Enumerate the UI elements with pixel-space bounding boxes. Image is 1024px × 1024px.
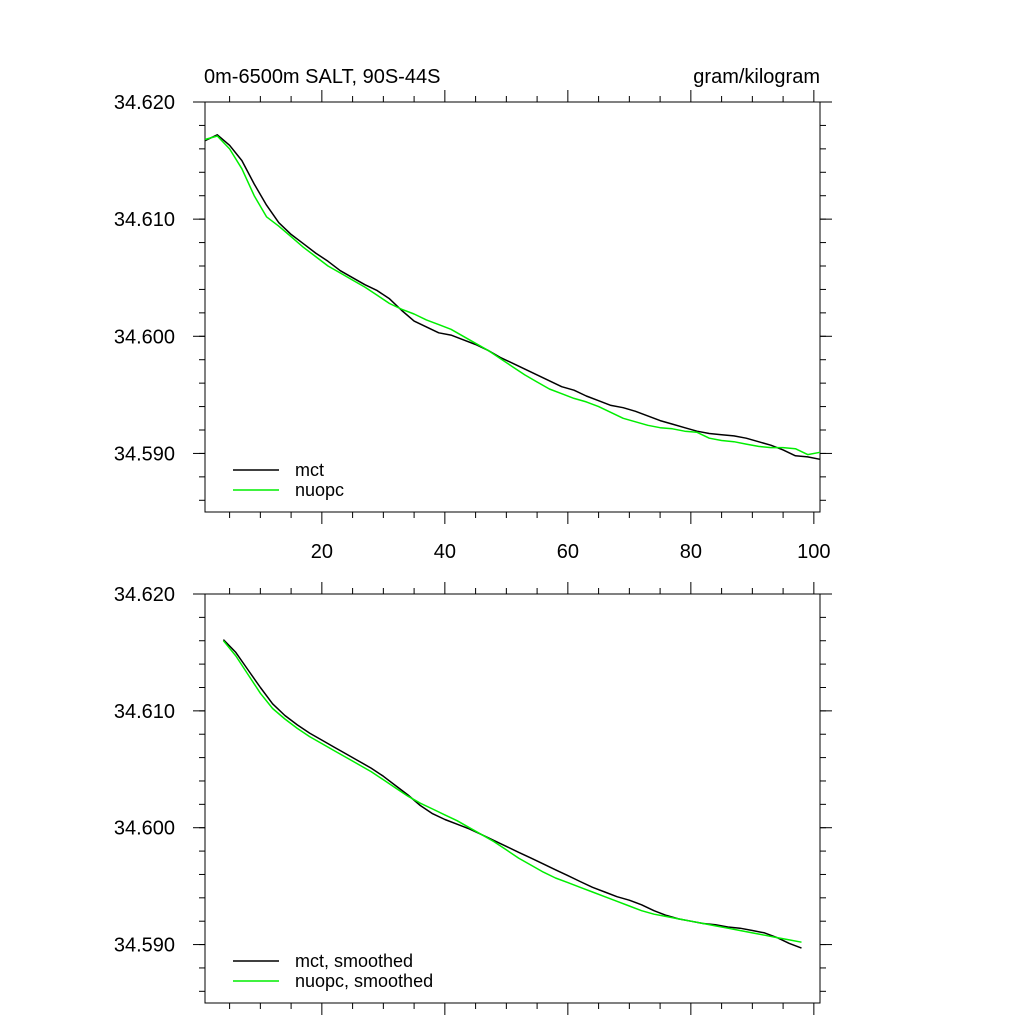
y-tick-label: 34.590 — [114, 935, 175, 957]
y-tick-label: 34.600 — [114, 818, 175, 840]
series-line-mct — [204, 134, 821, 461]
plot-frame — [204, 101, 821, 513]
bottom-panel: 34.590 34.600 34.610 34.620 mct, smoothednuo… — [114, 582, 832, 1015]
legend-label: nuopc — [295, 480, 344, 500]
series-line-mct — [222, 639, 802, 949]
y-tick-label: 34.620 — [114, 92, 175, 114]
y-tick-label: 34.610 — [114, 701, 175, 723]
y-tick-label: 34.620 — [114, 584, 175, 606]
legend-label: mct, smoothed — [295, 951, 413, 971]
x-tick-label: 80 — [680, 541, 702, 563]
x-tick-label: 40 — [434, 541, 456, 563]
y-tick-label: 34.590 — [114, 443, 175, 465]
series-line-nuopc — [204, 135, 821, 456]
y-tick-label: 34.600 — [114, 326, 175, 348]
x-tick-label: 100 — [797, 541, 830, 563]
x-tick-label: 60 — [557, 541, 579, 563]
legend-label: mct — [295, 460, 324, 480]
plot-frame — [204, 593, 821, 1004]
top-panel: 20 40 60 80 100 34.590 34.600 34.610 34.620 mctnu… — [114, 90, 832, 563]
x-tick-label: 20 — [311, 541, 333, 563]
y-tick-label: 34.610 — [114, 209, 175, 231]
plot-title: 0m-6500m SALT, 90S-44S — [204, 66, 440, 88]
legend-label: nuopc, smoothed — [295, 971, 433, 991]
units-label: gram/kilogram — [693, 66, 820, 88]
series-line-nuopc — [222, 640, 802, 943]
